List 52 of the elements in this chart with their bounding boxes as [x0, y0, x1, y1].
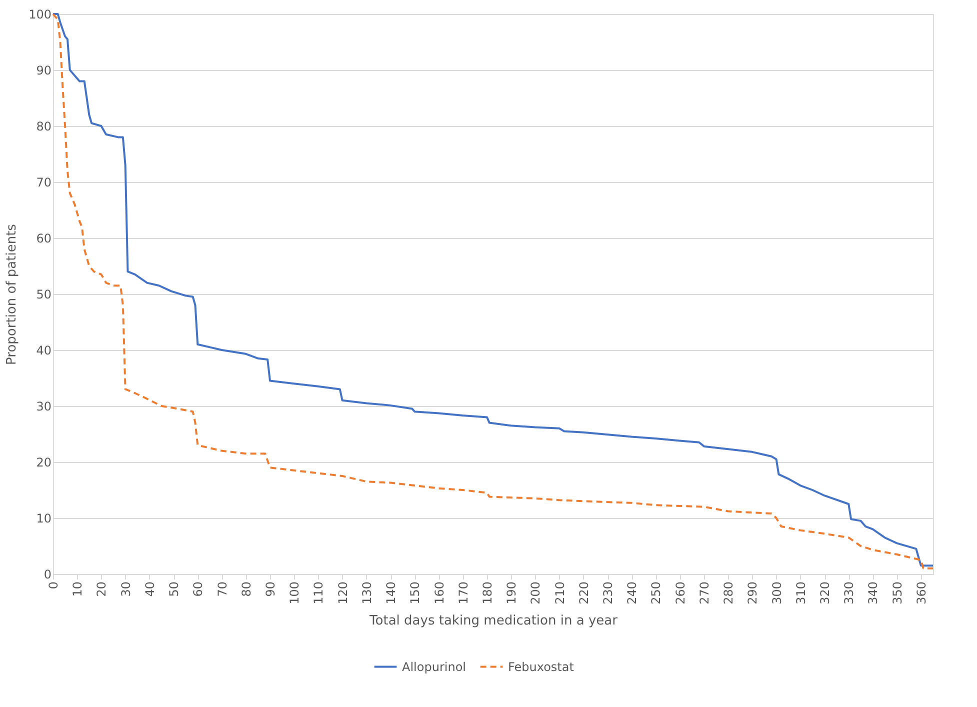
y-tick-label: 20 — [36, 456, 52, 470]
x-tick-label: 310 — [794, 582, 808, 604]
x-tick-label: 60 — [191, 582, 206, 597]
x-tick-label: 100 — [288, 582, 302, 604]
x-tick-label: 320 — [818, 582, 832, 604]
legend-label: Allopurinol — [402, 660, 466, 674]
x-tick-label: 270 — [697, 582, 712, 604]
x-axis-title: Total days taking medication in a year — [368, 613, 618, 628]
legend-label: Febuxostat — [508, 660, 574, 674]
x-tick-label: 210 — [552, 582, 567, 604]
x-tick-label: 140 — [384, 582, 398, 604]
x-tick-label: 220 — [576, 582, 591, 604]
x-tick-label: 260 — [673, 582, 688, 604]
y-tick-label: 70 — [36, 176, 52, 190]
x-tick-label: 30 — [118, 582, 133, 597]
x-tick-label: 120 — [336, 582, 350, 604]
x-tick-label: 200 — [528, 582, 543, 604]
x-tick-label: 10 — [70, 582, 85, 597]
y-tick-label: 80 — [36, 120, 52, 134]
y-tick-label: 90 — [36, 64, 52, 78]
x-tick-label: 150 — [408, 582, 422, 604]
x-tick-label: 90 — [263, 582, 278, 597]
x-tick-label: 250 — [649, 582, 664, 604]
x-tick-label: 130 — [360, 582, 374, 604]
y-axis-title: Proportion of patients — [4, 224, 20, 365]
x-tick-label: 40 — [142, 582, 157, 597]
y-tick-label: 60 — [36, 232, 52, 246]
x-tick-label: 20 — [94, 582, 109, 597]
y-tick-label: 30 — [36, 400, 52, 414]
x-tick-label: 180 — [480, 582, 494, 604]
x-tick-label: 50 — [167, 582, 182, 597]
x-tick-label: 350 — [890, 582, 904, 604]
x-tick-label: 240 — [625, 582, 640, 604]
x-tick-label: 110 — [312, 582, 326, 604]
y-tick-label: 0 — [44, 568, 52, 582]
x-tick-label: 70 — [215, 582, 230, 597]
x-tick-label: 300 — [770, 582, 784, 604]
x-tick-label: 230 — [601, 582, 616, 604]
x-tick-label: 160 — [432, 582, 446, 604]
x-tick-label: 280 — [722, 582, 736, 604]
x-tick-label: 330 — [842, 582, 856, 604]
x-tick-label: 360 — [914, 582, 928, 604]
y-tick-label: 10 — [36, 512, 52, 526]
y-tick-label: 100 — [28, 8, 52, 22]
x-tick-label: 190 — [504, 582, 519, 604]
y-tick-label: 40 — [36, 344, 52, 358]
x-tick-label: 170 — [456, 582, 470, 604]
x-tick-label: 0 — [46, 582, 60, 590]
y-tick-label: 50 — [36, 288, 52, 302]
x-tick-label: 340 — [866, 582, 880, 604]
x-tick-label: 80 — [239, 582, 254, 597]
x-tick-label: 290 — [746, 582, 760, 604]
